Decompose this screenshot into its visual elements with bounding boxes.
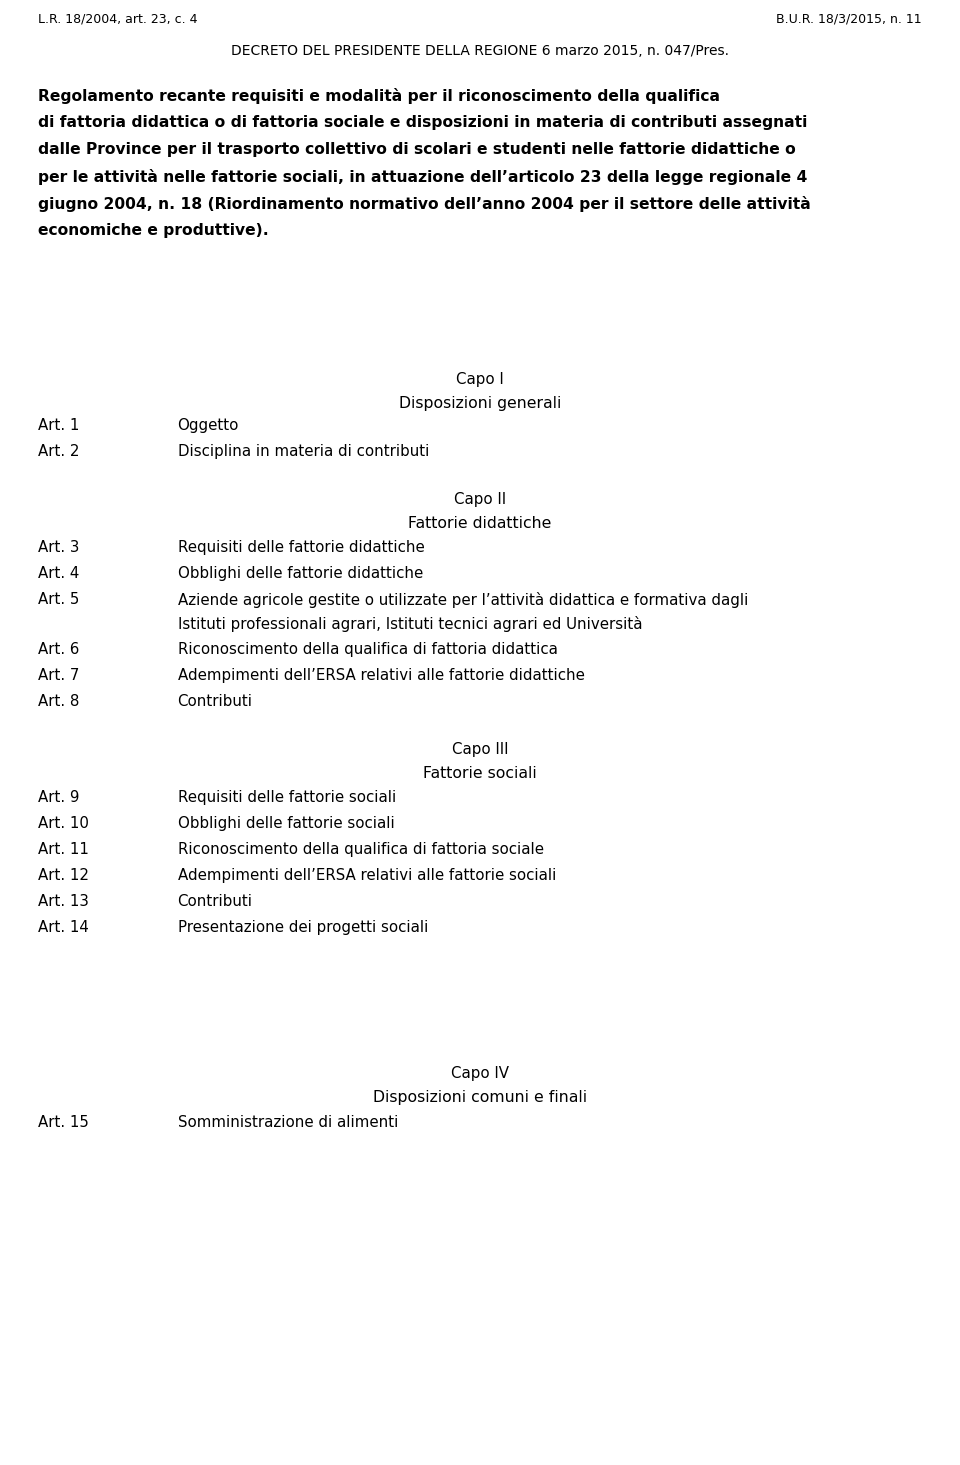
Text: Capo II: Capo II bbox=[454, 492, 506, 507]
Text: Art. 8: Art. 8 bbox=[38, 694, 80, 709]
Text: Art. 3: Art. 3 bbox=[38, 541, 80, 555]
Text: Aziende agricole gestite o utilizzate per l’attività didattica e formativa dagli: Aziende agricole gestite o utilizzate pe… bbox=[178, 592, 748, 608]
Text: Requisiti delle fattorie sociali: Requisiti delle fattorie sociali bbox=[178, 790, 396, 804]
Text: Art. 7: Art. 7 bbox=[38, 668, 80, 683]
Text: Contributi: Contributi bbox=[178, 694, 252, 709]
Text: Fattorie didattiche: Fattorie didattiche bbox=[408, 516, 552, 530]
Text: Art. 6: Art. 6 bbox=[38, 642, 80, 656]
Text: Art. 14: Art. 14 bbox=[38, 920, 89, 935]
Text: Art. 11: Art. 11 bbox=[38, 842, 89, 857]
Text: per le attività nelle fattorie sociali, in attuazione dell’articolo 23 della leg: per le attività nelle fattorie sociali, … bbox=[38, 168, 807, 185]
Text: Art. 15: Art. 15 bbox=[38, 1115, 89, 1130]
Text: Riconoscimento della qualifica di fattoria didattica: Riconoscimento della qualifica di fattor… bbox=[178, 642, 558, 656]
Text: Art. 9: Art. 9 bbox=[38, 790, 80, 804]
Text: Art. 1: Art. 1 bbox=[38, 418, 80, 434]
Text: Adempimenti dell’ERSA relativi alle fattorie didattiche: Adempimenti dell’ERSA relativi alle fatt… bbox=[178, 668, 585, 683]
Text: Art. 12: Art. 12 bbox=[38, 867, 89, 883]
Text: Art. 13: Art. 13 bbox=[38, 894, 89, 908]
Text: Art. 2: Art. 2 bbox=[38, 444, 80, 459]
Text: giugno 2004, n. 18 (Riordinamento normativo dell’anno 2004 per il settore delle : giugno 2004, n. 18 (Riordinamento normat… bbox=[38, 196, 811, 212]
Text: Adempimenti dell’ERSA relativi alle fattorie sociali: Adempimenti dell’ERSA relativi alle fatt… bbox=[178, 867, 556, 883]
Text: B.U.R. 18/3/2015, n. 11: B.U.R. 18/3/2015, n. 11 bbox=[776, 12, 922, 25]
Text: Art. 10: Art. 10 bbox=[38, 816, 89, 831]
Text: Capo I: Capo I bbox=[456, 372, 504, 387]
Text: Istituti professionali agrari, Istituti tecnici agrari ed Università: Istituti professionali agrari, Istituti … bbox=[178, 615, 642, 631]
Text: Presentazione dei progetti sociali: Presentazione dei progetti sociali bbox=[178, 920, 428, 935]
Text: economiche e produttive).: economiche e produttive). bbox=[38, 223, 269, 237]
Text: Capo III: Capo III bbox=[452, 741, 508, 757]
Text: Regolamento recante requisiti e modalità per il riconoscimento della qualifica: Regolamento recante requisiti e modalità… bbox=[38, 88, 720, 104]
Text: Capo IV: Capo IV bbox=[451, 1067, 509, 1081]
Text: Obblighi delle fattorie sociali: Obblighi delle fattorie sociali bbox=[178, 816, 395, 831]
Text: Fattorie sociali: Fattorie sociali bbox=[423, 766, 537, 781]
Text: Obblighi delle fattorie didattiche: Obblighi delle fattorie didattiche bbox=[178, 565, 422, 582]
Text: Art. 5: Art. 5 bbox=[38, 592, 80, 607]
Text: DECRETO DEL PRESIDENTE DELLA REGIONE 6 marzo 2015, n. 047/Pres.: DECRETO DEL PRESIDENTE DELLA REGIONE 6 m… bbox=[231, 44, 729, 59]
Text: Disposizioni generali: Disposizioni generali bbox=[398, 396, 562, 412]
Text: Art. 4: Art. 4 bbox=[38, 565, 80, 582]
Text: dalle Province per il trasporto collettivo di scolari e studenti nelle fattorie : dalle Province per il trasporto colletti… bbox=[38, 142, 796, 157]
Text: L.R. 18/2004, art. 23, c. 4: L.R. 18/2004, art. 23, c. 4 bbox=[38, 12, 198, 25]
Text: Oggetto: Oggetto bbox=[178, 418, 239, 434]
Text: di fattoria didattica o di fattoria sociale e disposizioni in materia di contrib: di fattoria didattica o di fattoria soci… bbox=[38, 114, 807, 130]
Text: Requisiti delle fattorie didattiche: Requisiti delle fattorie didattiche bbox=[178, 541, 424, 555]
Text: Contributi: Contributi bbox=[178, 894, 252, 908]
Text: Disciplina in materia di contributi: Disciplina in materia di contributi bbox=[178, 444, 429, 459]
Text: Somministrazione di alimenti: Somministrazione di alimenti bbox=[178, 1115, 398, 1130]
Text: Riconoscimento della qualifica di fattoria sociale: Riconoscimento della qualifica di fattor… bbox=[178, 842, 543, 857]
Text: Disposizioni comuni e finali: Disposizioni comuni e finali bbox=[372, 1090, 588, 1105]
